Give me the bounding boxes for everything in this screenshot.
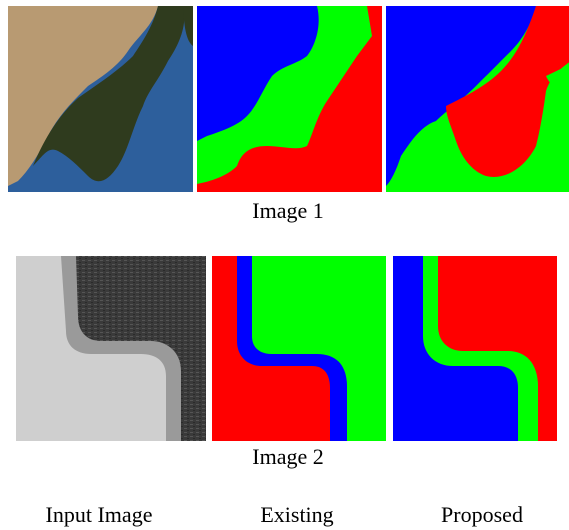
image1-caption: Image 1 [252, 198, 324, 223]
proposed-segmentation-image [386, 6, 569, 192]
column-label-input: Input Image [45, 502, 153, 527]
image1-input-panel [8, 6, 193, 192]
satellite-map-image [8, 6, 193, 192]
proposed-segmentation-image-2 [393, 256, 557, 441]
column-label-existing: Existing [260, 502, 334, 527]
column-label-proposed: Proposed [441, 502, 523, 527]
existing-segmentation-image [197, 6, 382, 192]
image2-input-panel [16, 256, 206, 441]
grayscale-texture-image [16, 256, 206, 441]
image1-proposed-panel [386, 6, 569, 192]
image1-existing-panel [197, 6, 382, 192]
image2-proposed-panel [393, 256, 557, 441]
existing-segmentation-image-2 [212, 256, 386, 441]
image2-existing-panel [212, 256, 386, 441]
image2-caption: Image 2 [252, 444, 324, 469]
